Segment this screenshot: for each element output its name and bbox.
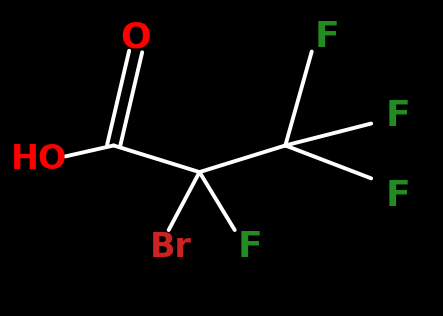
Text: O: O [120,21,151,54]
Text: F: F [315,21,339,54]
Text: F: F [385,179,410,213]
Text: Br: Br [150,231,192,264]
Text: F: F [238,230,263,264]
Text: F: F [385,99,410,133]
Text: HO: HO [11,143,67,176]
